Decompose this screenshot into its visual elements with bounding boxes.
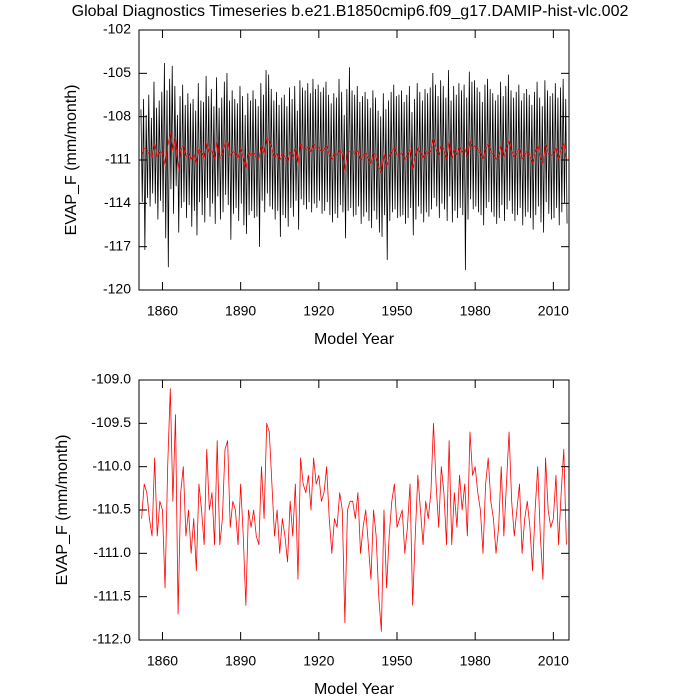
y-tick-label: -114 (104, 194, 131, 210)
x-tick-label: 1920 (303, 653, 334, 669)
x-tick-label: 1920 (303, 303, 334, 319)
data-line (141, 388, 567, 632)
y-tick-label: -110.0 (92, 457, 131, 473)
y-tick-label: -102 (103, 21, 131, 37)
y-tick-label: -109.5 (91, 414, 131, 430)
x-tick-label: 2010 (538, 303, 569, 319)
x-tick-label: 1860 (147, 653, 178, 669)
chart-title: Global Diagnostics Timeseries b.e21.B185… (72, 3, 629, 20)
y-tick-label: -120 (103, 281, 131, 297)
x-tick-label: 1980 (460, 303, 491, 319)
x-tick-label: 2010 (538, 653, 569, 669)
x-tick-label: 1890 (225, 653, 256, 669)
y-tick-label: -111.0 (93, 544, 131, 560)
data-line (141, 132, 567, 174)
y-tick-label: -108 (103, 107, 131, 123)
x-tick-label: 1950 (381, 303, 412, 319)
x-tick-label: 1890 (225, 303, 256, 319)
data-line (140, 62, 568, 271)
x-axis-label: Model Year (314, 681, 395, 698)
y-tick-label: -117 (104, 237, 131, 253)
x-tick-label: 1860 (147, 303, 178, 319)
x-tick-label: 1950 (381, 653, 412, 669)
y-axis-label: EVAP_F (mm/month) (63, 85, 80, 236)
y-tick-label: -111 (105, 151, 131, 167)
y-axis-label: EVAP_F (mm/month) (54, 435, 71, 586)
y-tick-label: -110.5 (92, 501, 131, 517)
y-tick-label: -112.0 (92, 631, 131, 647)
y-tick-label: -105 (103, 64, 131, 80)
y-tick-label: -109.0 (91, 371, 131, 387)
x-axis-label: Model Year (314, 331, 395, 348)
y-tick-label: -111.5 (93, 587, 131, 603)
x-tick-label: 1980 (460, 653, 491, 669)
